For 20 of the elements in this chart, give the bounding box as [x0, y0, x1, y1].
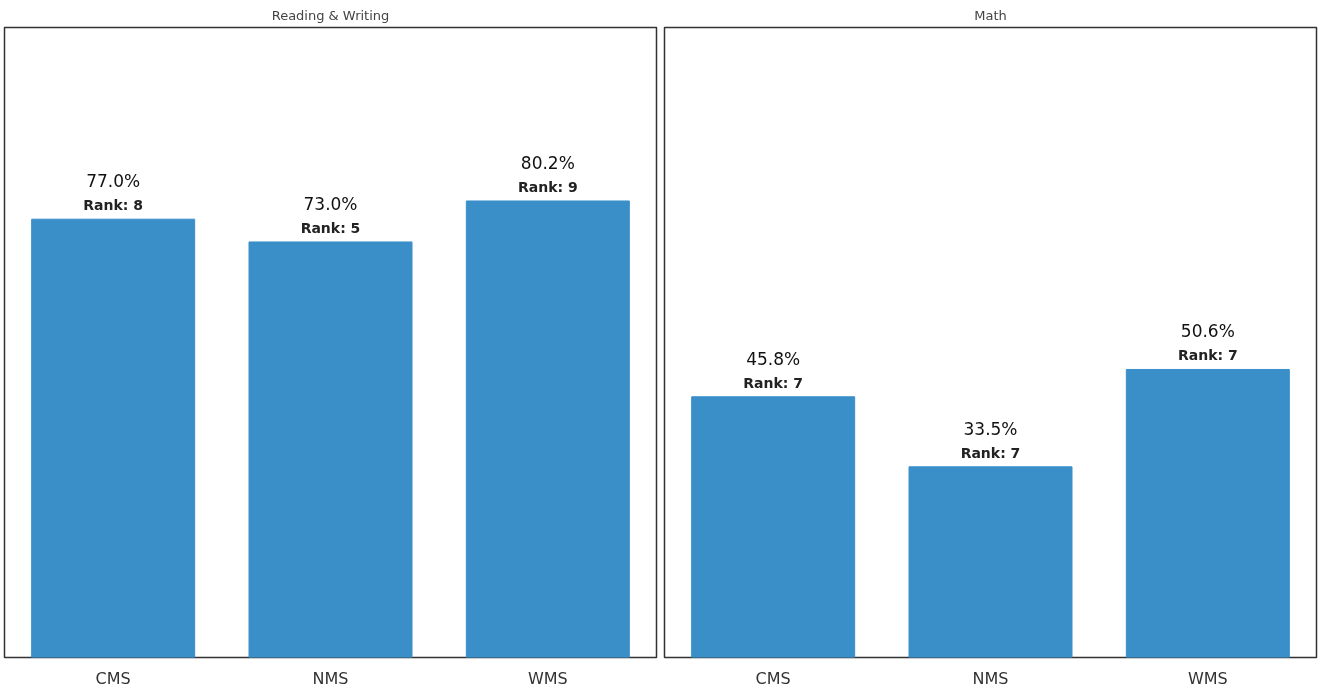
data-label: 33.5%: [963, 418, 1018, 439]
annotation: Rank: 9: [517, 178, 578, 195]
chart-title: Reading & Writing: [271, 7, 390, 23]
data-label: 45.8%: [746, 348, 801, 369]
x-tick-label: CMS: [755, 668, 791, 688]
annotation: Rank: 8: [83, 197, 144, 214]
x-tick-label: NMS: [312, 668, 349, 688]
chart-title: Math: [974, 7, 1007, 23]
data-label: 73.0%: [303, 193, 358, 214]
annotation: Rank: 7: [1177, 347, 1238, 364]
x-tick-label: WMS: [527, 668, 568, 688]
annotation: Rank: 7: [960, 444, 1021, 461]
x-tick-label: NMS: [972, 668, 1009, 688]
data-label: 77.0%: [86, 171, 141, 192]
x-tick-label: CMS: [95, 668, 131, 688]
x-tick-label: WMS: [1187, 668, 1228, 688]
data-label: 50.6%: [1180, 321, 1235, 342]
annotation: Rank: 7: [743, 374, 804, 391]
annotation: Rank: 5: [300, 219, 361, 236]
data-label: 80.2%: [520, 152, 575, 173]
